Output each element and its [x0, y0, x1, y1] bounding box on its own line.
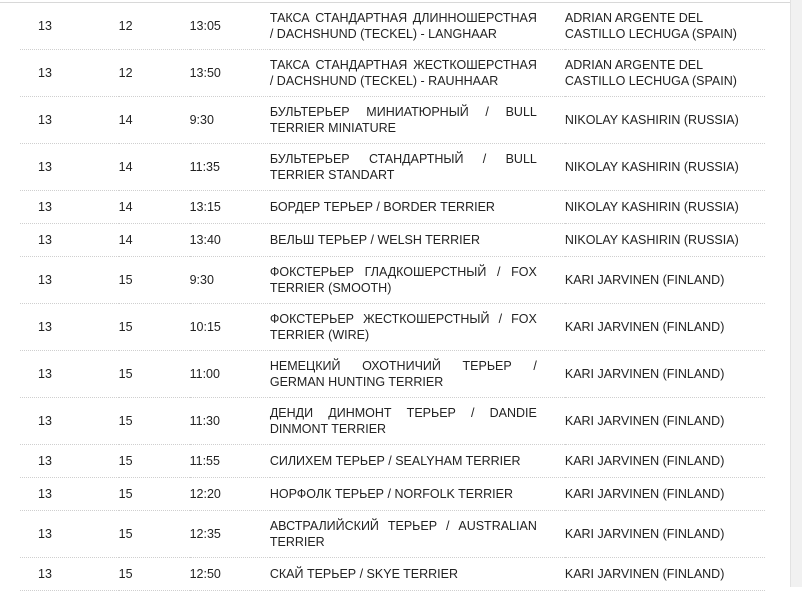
judge-name-cell: ADRIAN ARGENTE DEL CASTILLO LECHUGA (SPA…: [564, 3, 765, 50]
breed-name-cell: ВЕЛЬШ ТЕРЬЕР / WELSH TERRIER: [269, 223, 565, 257]
breed-name-cell: НЕМЕЦКИЙ ОХОТНИЧИЙ ТЕРЬЕР / GERMAN HUNTI…: [269, 350, 565, 398]
breed-name-cell: БУЛЬТЕРЬЕР МИНИАТЮРНЫЙ / BULL TERRIER MI…: [269, 96, 565, 144]
ring-number-cell: 13: [20, 3, 119, 50]
day-cell: 15: [118, 477, 190, 511]
table-row: 13 12 13:50 ТАКСА СТАНДАРТНАЯ ЖЕСТКОШЕРСТНА…: [20, 49, 765, 97]
time-cell: 9:30: [189, 256, 270, 304]
table-row: 13 14 13:40 ВЕЛЬШ ТЕРЬЕР / WELSH TERRIER NIK…: [20, 223, 765, 257]
table-row: 13 15 10:15 ФОКСТЕРЬЕР ЖЕСТКОШЕРСТНЫЙ / FOX…: [20, 303, 765, 351]
judge-name-cell: KARI JARVINEN (FINLAND): [564, 256, 765, 304]
schedule-table: 13 12 13:05 ТАКСА СТАНДАРТНАЯ ДЛИННОШЕРСТНА…: [20, 3, 765, 591]
breed-name-cell: АВСТРАЛИЙСКИЙ ТЕРЬЕР / AUSTRALIAN TERRIE…: [269, 510, 565, 558]
time-cell: 11:30: [189, 397, 270, 445]
day-cell: 15: [118, 256, 190, 304]
table-row: 13 14 13:15 БОРДЕР ТЕРЬЕР / BORDER TERRIER N…: [20, 190, 765, 224]
judge-name-cell: KARI JARVINEN (FINLAND): [564, 477, 765, 511]
table-row: 13 14 11:35 БУЛЬТЕРЬЕР СТАНДАРТНЫЙ / BULL T…: [20, 143, 765, 191]
day-cell: 15: [118, 444, 190, 478]
day-cell: 12: [118, 49, 190, 97]
day-cell: 15: [118, 510, 190, 558]
judge-name-cell: KARI JARVINEN (FINLAND): [564, 557, 765, 591]
ring-number-cell: 13: [20, 96, 119, 144]
breed-name-cell: ФОКСТЕРЬЕР ЖЕСТКОШЕРСТНЫЙ / FOX TERRIER …: [269, 303, 565, 351]
breed-name-cell: ТАКСА СТАНДАРТНАЯ ДЛИННОШЕРСТНАЯ / DACHS…: [269, 3, 565, 50]
time-cell: 10:15: [189, 303, 270, 351]
time-cell: 9:30: [189, 96, 270, 144]
ring-number-cell: 13: [20, 143, 119, 191]
ring-number-cell: 13: [20, 557, 119, 591]
breed-name-cell: БУЛЬТЕРЬЕР СТАНДАРТНЫЙ / BULL TERRIER ST…: [269, 143, 565, 191]
breed-name-cell: СКАЙ ТЕРЬЕР / SKYE TERRIER: [269, 557, 565, 591]
day-cell: 14: [118, 143, 190, 191]
judge-name-cell: NIKOLAY KASHIRIN (RUSSIA): [564, 143, 765, 191]
judge-name-cell: KARI JARVINEN (FINLAND): [564, 510, 765, 558]
ring-number-cell: 13: [20, 510, 119, 558]
judge-name-cell: NIKOLAY KASHIRIN (RUSSIA): [564, 96, 765, 144]
judge-name-cell: NIKOLAY KASHIRIN (RUSSIA): [564, 190, 765, 224]
breed-name-cell: НОРФОЛК ТЕРЬЕР / NORFOLK TERRIER: [269, 477, 565, 511]
day-cell: 14: [118, 190, 190, 224]
breed-name-cell: ФОКСТЕРЬЕР ГЛАДКОШЕРСТНЫЙ / FOX TERRIER …: [269, 256, 565, 304]
table-row: 13 15 11:00 НЕМЕЦКИЙ ОХОТНИЧИЙ ТЕРЬЕР / GER…: [20, 350, 765, 398]
table-row: 13 15 11:30 ДЕНДИ ДИНМОНТ ТЕРЬЕР / DANDIE D…: [20, 397, 765, 445]
ring-number-cell: 13: [20, 444, 119, 478]
judge-name-cell: ADRIAN ARGENTE DEL CASTILLO LECHUGA (SPA…: [564, 49, 765, 97]
breed-name-cell: БОРДЕР ТЕРЬЕР / BORDER TERRIER: [269, 190, 565, 224]
time-cell: 13:05: [189, 3, 270, 50]
day-cell: 12: [118, 3, 190, 50]
time-cell: 13:40: [189, 223, 270, 257]
table-row: 13 15 12:35 АВСТРАЛИЙСКИЙ ТЕРЬЕР / AUSTRALI…: [20, 510, 765, 558]
day-cell: 15: [118, 557, 190, 591]
day-cell: 14: [118, 223, 190, 257]
time-cell: 11:00: [189, 350, 270, 398]
ring-number-cell: 13: [20, 350, 119, 398]
breed-name-cell: ДЕНДИ ДИНМОНТ ТЕРЬЕР / DANDIE DINMONT TE…: [269, 397, 565, 445]
day-cell: 15: [118, 397, 190, 445]
breed-name-cell: ТАКСА СТАНДАРТНАЯ ЖЕСТКОШЕРСТНАЯ / DACHS…: [269, 49, 565, 97]
time-cell: 12:35: [189, 510, 270, 558]
day-cell: 15: [118, 350, 190, 398]
ring-number-cell: 13: [20, 397, 119, 445]
ring-number-cell: 13: [20, 477, 119, 511]
time-cell: 13:15: [189, 190, 270, 224]
time-cell: 13:50: [189, 49, 270, 97]
judge-name-cell: KARI JARVINEN (FINLAND): [564, 444, 765, 478]
judge-name-cell: KARI JARVINEN (FINLAND): [564, 303, 765, 351]
table-row: 13 15 12:50 СКАЙ ТЕРЬЕР / SKYE TERRIER KARI …: [20, 557, 765, 591]
ring-number-cell: 13: [20, 303, 119, 351]
day-cell: 15: [118, 303, 190, 351]
table-row: 13 14 9:30 БУЛЬТЕРЬЕР МИНИАТЮРНЫЙ / BULL TE…: [20, 96, 765, 144]
table-row: 13 12 13:05 ТАКСА СТАНДАРТНАЯ ДЛИННОШЕРСТНА…: [20, 3, 765, 50]
judge-name-cell: NIKOLAY KASHIRIN (RUSSIA): [564, 223, 765, 257]
scrollbar-track[interactable]: [790, 0, 802, 587]
table-row: 13 15 12:20 НОРФОЛК ТЕРЬЕР / NORFOLK TERRIE…: [20, 477, 765, 511]
time-cell: 12:50: [189, 557, 270, 591]
table-row: 13 15 11:55 СИЛИХЕМ ТЕРЬЕР / SEALYHAM TERRI…: [20, 444, 765, 478]
table-row: 13 15 9:30 ФОКСТЕРЬЕР ГЛАДКОШЕРСТНЫЙ / FOX …: [20, 256, 765, 304]
ring-number-cell: 13: [20, 256, 119, 304]
judge-name-cell: KARI JARVINEN (FINLAND): [564, 397, 765, 445]
time-cell: 12:20: [189, 477, 270, 511]
judge-name-cell: KARI JARVINEN (FINLAND): [564, 350, 765, 398]
day-cell: 14: [118, 96, 190, 144]
time-cell: 11:55: [189, 444, 270, 478]
breed-name-cell: СИЛИХЕМ ТЕРЬЕР / SEALYHAM TERRIER: [269, 444, 565, 478]
time-cell: 11:35: [189, 143, 270, 191]
top-divider: [0, 2, 790, 3]
ring-number-cell: 13: [20, 190, 119, 224]
ring-number-cell: 13: [20, 223, 119, 257]
ring-number-cell: 13: [20, 49, 119, 97]
